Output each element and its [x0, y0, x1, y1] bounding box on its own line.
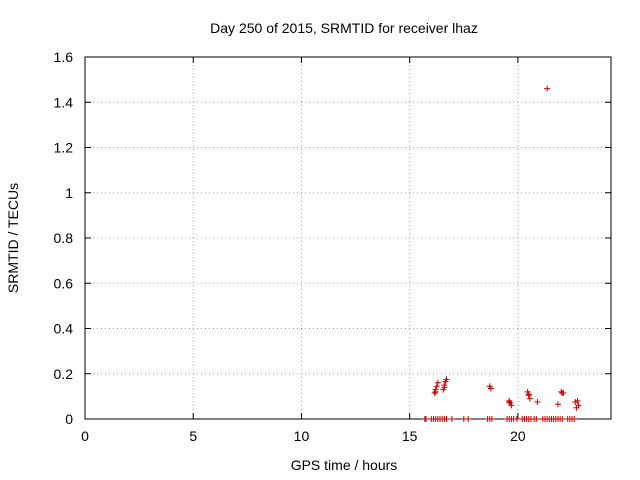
y-tick-label: 0.8: [54, 230, 74, 246]
y-tick-label: 0.6: [54, 275, 74, 291]
data-point: [487, 385, 494, 392]
x-tick-label: 10: [294, 428, 310, 444]
y-tick-label: 1: [65, 185, 73, 201]
data-point: [559, 416, 566, 422]
axis-ticks: 0 5 10 15 20 0 0.2 0.4 0.6 0.8 1 1.2 1.4 1.6: [54, 49, 611, 444]
x-axis-label: GPS time / hours: [291, 457, 398, 473]
x-tick-label: 0: [81, 428, 89, 444]
data-point: [574, 397, 581, 404]
y-tick-label: 1.4: [54, 94, 74, 110]
data-point: [448, 416, 455, 422]
data-point: [432, 388, 439, 395]
data-point: [434, 379, 441, 386]
data-point: [508, 402, 515, 409]
data-point: [560, 389, 567, 396]
data-markers: [421, 85, 582, 422]
y-axis-label: SRMTID / TECUs: [5, 183, 21, 293]
data-point: [534, 399, 541, 406]
data-point: [571, 416, 578, 422]
data-point: [443, 416, 450, 422]
data-point: [441, 384, 448, 391]
chart-title: Day 250 of 2015, SRMTID for receiver lha…: [210, 20, 478, 36]
data-point: [465, 416, 472, 422]
y-tick-label: 0.2: [54, 366, 74, 382]
data-point: [554, 401, 561, 408]
data-point: [488, 416, 495, 422]
x-tick-label: 15: [402, 428, 418, 444]
plot-frame: [84, 56, 612, 420]
x-tick-label: 5: [189, 428, 197, 444]
y-tick-label: 1.6: [54, 49, 74, 65]
data-point: [533, 416, 540, 422]
data-point: [575, 402, 582, 409]
data-point: [443, 376, 450, 383]
data-point: [431, 389, 438, 396]
y-tick-label: 0: [65, 411, 73, 427]
x-tick-label: 20: [510, 428, 526, 444]
grid: [85, 57, 611, 419]
y-tick-label: 0.4: [54, 321, 74, 337]
data-point: [526, 395, 533, 402]
data-point: [506, 399, 513, 406]
data-point: [513, 416, 520, 422]
data-point: [422, 416, 429, 422]
data-point: [525, 391, 532, 398]
data-point: [433, 383, 440, 390]
data-point: [544, 85, 551, 92]
y-tick-label: 1.2: [54, 140, 74, 156]
